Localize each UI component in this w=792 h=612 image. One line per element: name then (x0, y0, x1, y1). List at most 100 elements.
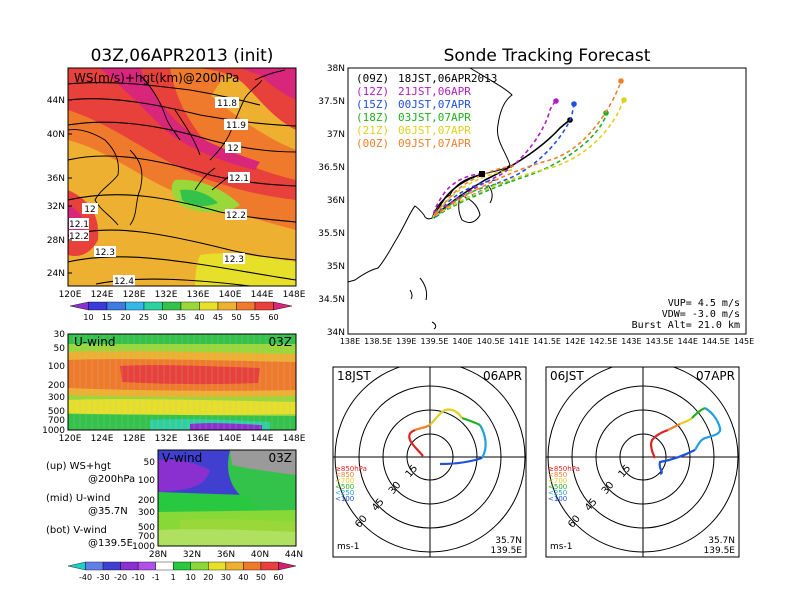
hodo-lon: 139.5E (491, 546, 523, 556)
ws-colorbar-label: 60 (268, 313, 278, 322)
track-lat-ticks: 38N 37.5N 37N 36.5N 36N 35.5N 35N 34.5N 34N (318, 64, 345, 338)
legend-line: (mid) U-wind (46, 493, 110, 504)
track-lon-tick: 139E (396, 337, 416, 346)
legend-line: (up) WS+hgt (46, 461, 111, 472)
sonde-landing-point (553, 98, 559, 104)
u-x-tick: 144E (251, 434, 274, 444)
track-lon-tick: 141E (509, 337, 529, 346)
v-colorbar-label: 50 (256, 573, 266, 582)
u-y-tick: 1000 (42, 426, 65, 436)
run-legend-jst: 03JST,07APR (398, 111, 471, 124)
u-y-tick: 700 (48, 416, 65, 426)
ws-colorbar-swatch (217, 301, 237, 311)
hodo-date: 07APR (696, 369, 735, 383)
ws-lat-tick: 28N (47, 236, 65, 246)
v-colorbar-swatch (225, 561, 244, 571)
v-colorbar-label: 1 (171, 573, 176, 582)
ws-colorbar-label: 50 (231, 313, 241, 322)
ws-colorbar-swatch (125, 301, 145, 311)
ws-colorbar-swatch (106, 301, 126, 311)
ws-lon-tick: 140E (219, 290, 242, 300)
v-colorbar-label: 60 (273, 573, 283, 582)
v-colorbar-swatch (102, 561, 121, 571)
track-lat-tick: 38N (327, 64, 345, 74)
hodo-trace (414, 424, 431, 432)
v-y-tick: 100 (138, 476, 155, 486)
u-wind-time: 03Z (269, 335, 293, 349)
ws-colorbar-swatch (273, 301, 293, 311)
ws-colorbar-label: 25 (139, 313, 149, 322)
sonde-landing-point (571, 101, 577, 107)
ws-colorbar-swatch (180, 301, 200, 311)
hodo-trace (429, 408, 463, 426)
hodo-unit: ms-1 (550, 542, 572, 552)
track-lat-tick: 36N (327, 196, 345, 206)
u-wind-label: U-wind (74, 335, 115, 349)
ws-lon-tick: 136E (187, 290, 210, 300)
u-x-tick: 140E (219, 434, 242, 444)
ws-lat-tick: 32N (47, 202, 65, 212)
contour-label: 12.2 (69, 232, 89, 242)
v-colorbar-label: -30 (97, 573, 110, 582)
ws-colorbar-label: 15 (102, 313, 112, 322)
u-x-tick: 120E (59, 434, 82, 444)
contour-label: 12.1 (69, 220, 89, 230)
ws-lon-tick: 128E (123, 290, 146, 300)
u-y-tick: 300 (48, 393, 65, 403)
run-legend-utc: (09Z) (356, 72, 389, 85)
track-lon-tick: 144.5E (702, 337, 730, 346)
track-lat-tick: 34.5N (318, 295, 345, 305)
contour-label: 12.1 (229, 174, 249, 184)
contour-label: 11.8 (217, 99, 237, 109)
v-y-tick: 50 (144, 458, 156, 468)
hodo-level-legend: ≥850hPa (548, 465, 580, 473)
track-lon-tick: 143E (621, 337, 641, 346)
v-y-tick: 200 (138, 496, 155, 506)
ws-lon-tick: 144E (251, 290, 274, 300)
legend-line: @200hPa (88, 474, 135, 485)
ws-panel: 03Z,06APR2013 (init) (47, 46, 306, 322)
track-lat-tick: 34N (327, 328, 345, 338)
run-legend-jst: 21JST,06APR (398, 85, 471, 98)
ws-colorbar-label: 40 (194, 313, 204, 322)
ws-colorbar-label: 35 (176, 313, 186, 322)
hodo-level-legend: <850 (335, 471, 354, 479)
v-colorbar-label: 10 (186, 573, 196, 582)
sonde-track (433, 80, 622, 217)
run-legend-jst: 18JST,06APR2013 (398, 72, 497, 85)
ws-lon-tick: 148E (283, 290, 306, 300)
track-lon-tick: 142.5E (589, 337, 617, 346)
v-colorbar-swatch (120, 561, 139, 571)
run-legend-utc: (21Z) (356, 124, 389, 137)
v-y-tick: 1000 (132, 542, 155, 552)
v-colorbar-swatch (85, 561, 104, 571)
hodo-level-legend: <500 (548, 483, 567, 491)
hodo-time: 18JST (337, 369, 371, 383)
track-lon-tick: 138.5E (364, 337, 392, 346)
hodo-lat: 35.7N (708, 536, 735, 546)
v-colorbar-swatch (208, 561, 227, 571)
hodo-trace (691, 406, 706, 419)
sonde-landing-point (621, 97, 627, 103)
sonde-landing-point (618, 78, 624, 84)
v-colorbar-swatch (67, 561, 86, 571)
u-y-tick: 500 (48, 407, 65, 417)
contour-label: 12.2 (226, 211, 246, 221)
panel-legend: (up) WS+hgt @200hPa (mid) U-wind @35.7N … (46, 461, 135, 549)
hodo-level-legend: <850 (548, 471, 567, 479)
contour-label: 12.3 (224, 255, 244, 265)
sonde-track (432, 99, 625, 218)
track-lon-tick: 139.5E (420, 337, 448, 346)
v-y-tick: 500 (138, 523, 155, 533)
v-x-tick: 44N (285, 550, 303, 560)
ws-colorbar-swatch (162, 301, 182, 311)
run-legend-jst: 00JST,07APR (398, 98, 471, 111)
ws-colorbar-label: 20 (120, 313, 130, 322)
v-wind-time: 03Z (269, 451, 293, 465)
ws-colorbar-label: 55 (250, 313, 260, 322)
track-lon-tick: 138E (340, 337, 360, 346)
v-colorbar-swatch (190, 561, 209, 571)
u-x-tick: 128E (123, 434, 146, 444)
v-colorbar-label: 30 (221, 573, 231, 582)
